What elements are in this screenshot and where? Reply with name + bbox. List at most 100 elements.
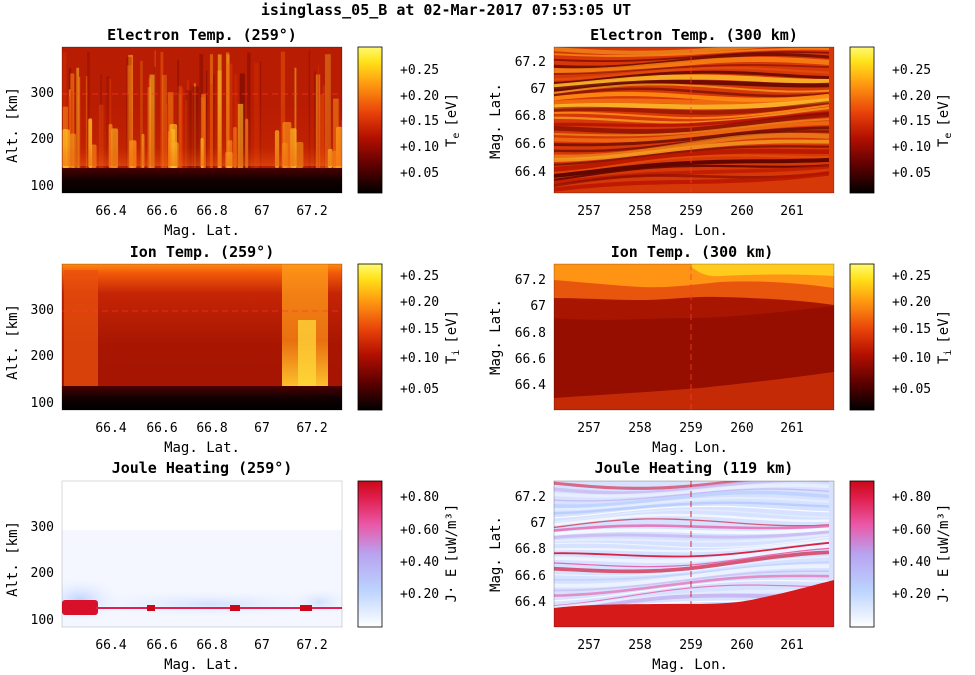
heatmap-band [554, 121, 830, 143]
x-tick-label: 66.4 [95, 638, 126, 653]
heatmap-hotspot [147, 605, 155, 611]
y-tick-label: 67.2 [515, 55, 546, 70]
x-tick-label: 259 [679, 204, 702, 219]
colorbar-tick: +0.20 [892, 587, 931, 602]
y-axis-ticks: 100 200 300 [31, 86, 54, 194]
colorbar-tick: +0.05 [400, 166, 439, 181]
x-axis-ticks: 66.4 66.6 66.8 67 67.2 [95, 421, 327, 436]
colorbar-label-unit: [eV] [936, 93, 952, 127]
heatmap-band [554, 488, 830, 502]
heatmap-band [554, 87, 830, 98]
heatmap-glow [80, 590, 340, 618]
heatmap-glow [62, 100, 342, 166]
colorbar-label: Te [eV] [936, 93, 954, 147]
colorbar: +0.25 +0.20 +0.15 +0.10 +0.05 Ti [eV] [357, 263, 462, 411]
colorbar-tick: +0.60 [892, 523, 931, 538]
heatmap-band [554, 550, 830, 574]
panel-title: Electron Temp. (300 km) [590, 26, 798, 44]
colorbar: +0.25 +0.20 +0.15 +0.10 +0.05 Te [eV] [357, 46, 462, 194]
colorbar-tick: +0.10 [400, 351, 439, 366]
heatmap-band [554, 561, 830, 581]
panel-title: Joule Heating (259°) [112, 459, 293, 477]
y-tick-label: 67 [530, 299, 546, 314]
panel-title: Joule Heating (119 km) [595, 459, 794, 477]
x-tick-label: 66.6 [146, 204, 177, 219]
heatmap-band [554, 584, 830, 607]
x-tick-label: 258 [628, 638, 651, 653]
heatmap-band [554, 139, 830, 163]
figure-title: isinglass_05_B at 02-Mar-2017 07:53:05 U… [261, 1, 631, 19]
y-tick-label: 66.4 [515, 595, 546, 610]
y-axis-ticks: 66.4 66.6 66.8 67 67.2 [515, 490, 546, 610]
colorbar-tick: +0.15 [892, 114, 931, 129]
colorbar-label-symbol: T [936, 355, 952, 364]
x-axis-label: Mag. Lon. [652, 440, 728, 456]
colorbar: +0.80 +0.60 +0.40 +0.20 J· E [uW/m³] [849, 480, 952, 628]
x-tick-label: 66.4 [95, 204, 126, 219]
heatmap-band [554, 98, 830, 110]
chart-joule-heating-119km: Joule Heating (119 km) 66.4 66.6 66.8 67… [488, 459, 952, 673]
x-tick-label: 258 [628, 204, 651, 219]
x-axis-ticks: 257 258 259 260 261 [577, 204, 803, 219]
colorbar-tick: +0.80 [892, 490, 931, 505]
x-tick-label: 66.8 [196, 204, 227, 219]
colorbar-tick: +0.40 [892, 555, 931, 570]
colorbar-tick: +0.10 [892, 140, 931, 155]
colorbar-tick: +0.25 [892, 63, 931, 78]
heatmap-glow-top [690, 264, 834, 277]
heatmap-band [554, 52, 830, 69]
heatmap-band [554, 106, 830, 124]
colorbar-tick: +0.20 [400, 587, 439, 602]
colorbar-tick: +0.20 [892, 295, 931, 310]
x-axis-label: Mag. Lon. [652, 223, 728, 239]
heatmap-peak [62, 600, 98, 615]
y-tick-label: 300 [31, 520, 54, 535]
y-tick-label: 200 [31, 349, 54, 364]
colorbar-label-unit: [eV] [444, 93, 460, 127]
y-tick-label: 66.6 [515, 352, 546, 367]
heatmap-band [554, 556, 830, 577]
chart-ion-temp-300km: Ion Temp. (300 km) 66.4 66.6 66.8 67 67.… [488, 243, 954, 456]
colorbar: +0.80 +0.60 +0.40 +0.20 J· E [uW/m³] [357, 480, 460, 628]
y-tick-label: 100 [31, 613, 54, 628]
heatmap-band [554, 490, 830, 508]
y-tick-label: 66.8 [515, 326, 546, 341]
heatmap-band [554, 524, 830, 532]
heatmap-band [554, 47, 830, 57]
x-tick-label: 66.4 [95, 421, 126, 436]
heatmap-band [554, 543, 830, 564]
panel-title: Ion Temp. (300 km) [611, 243, 774, 261]
colorbar-tick: +0.15 [400, 114, 439, 129]
plot-frame [553, 263, 835, 411]
colorbar-tick: +0.25 [400, 63, 439, 78]
heatmap-band [554, 533, 830, 543]
x-axis-label: Mag. Lat. [164, 223, 240, 239]
colorbar-gradient [357, 263, 383, 411]
colorbar-label-subscript: e [451, 133, 462, 139]
y-tick-label: 100 [31, 396, 54, 411]
x-tick-label: 66.6 [146, 638, 177, 653]
y-tick-label: 66.6 [515, 569, 546, 584]
heatmap-band [554, 47, 778, 55]
colorbar: +0.25 +0.20 +0.15 +0.10 +0.05 Ti [eV] [849, 263, 954, 411]
x-axis-ticks: 257 258 259 260 261 [577, 638, 803, 653]
chart-electron-temp-300km: Electron Temp. (300 km) 66.4 66.6 66.8 6… [488, 26, 954, 239]
y-axis-label: Alt. [km] [5, 87, 21, 163]
plot-frame [553, 46, 835, 194]
chart-ion-temp-259: Ion Temp. (259°) 100 200 300 66.4 66.6 6… [5, 243, 462, 456]
heatmap-band [554, 148, 830, 172]
colorbar-tick: +0.20 [892, 89, 931, 104]
heatmap-band [554, 513, 830, 526]
heatmap-band [554, 481, 829, 495]
colorbar-gradient [849, 46, 875, 194]
y-tick-label: 67 [530, 516, 546, 531]
plot-frame [61, 480, 343, 628]
heatmap-band [554, 509, 830, 523]
colorbar-tick: +0.25 [400, 269, 439, 284]
y-tick-label: 67 [530, 82, 546, 97]
colorbar-label-subscript: e [943, 133, 954, 139]
panel-title: Ion Temp. (259°) [130, 243, 275, 261]
heatmap-band [554, 111, 830, 128]
heatmap-ground [62, 168, 342, 193]
